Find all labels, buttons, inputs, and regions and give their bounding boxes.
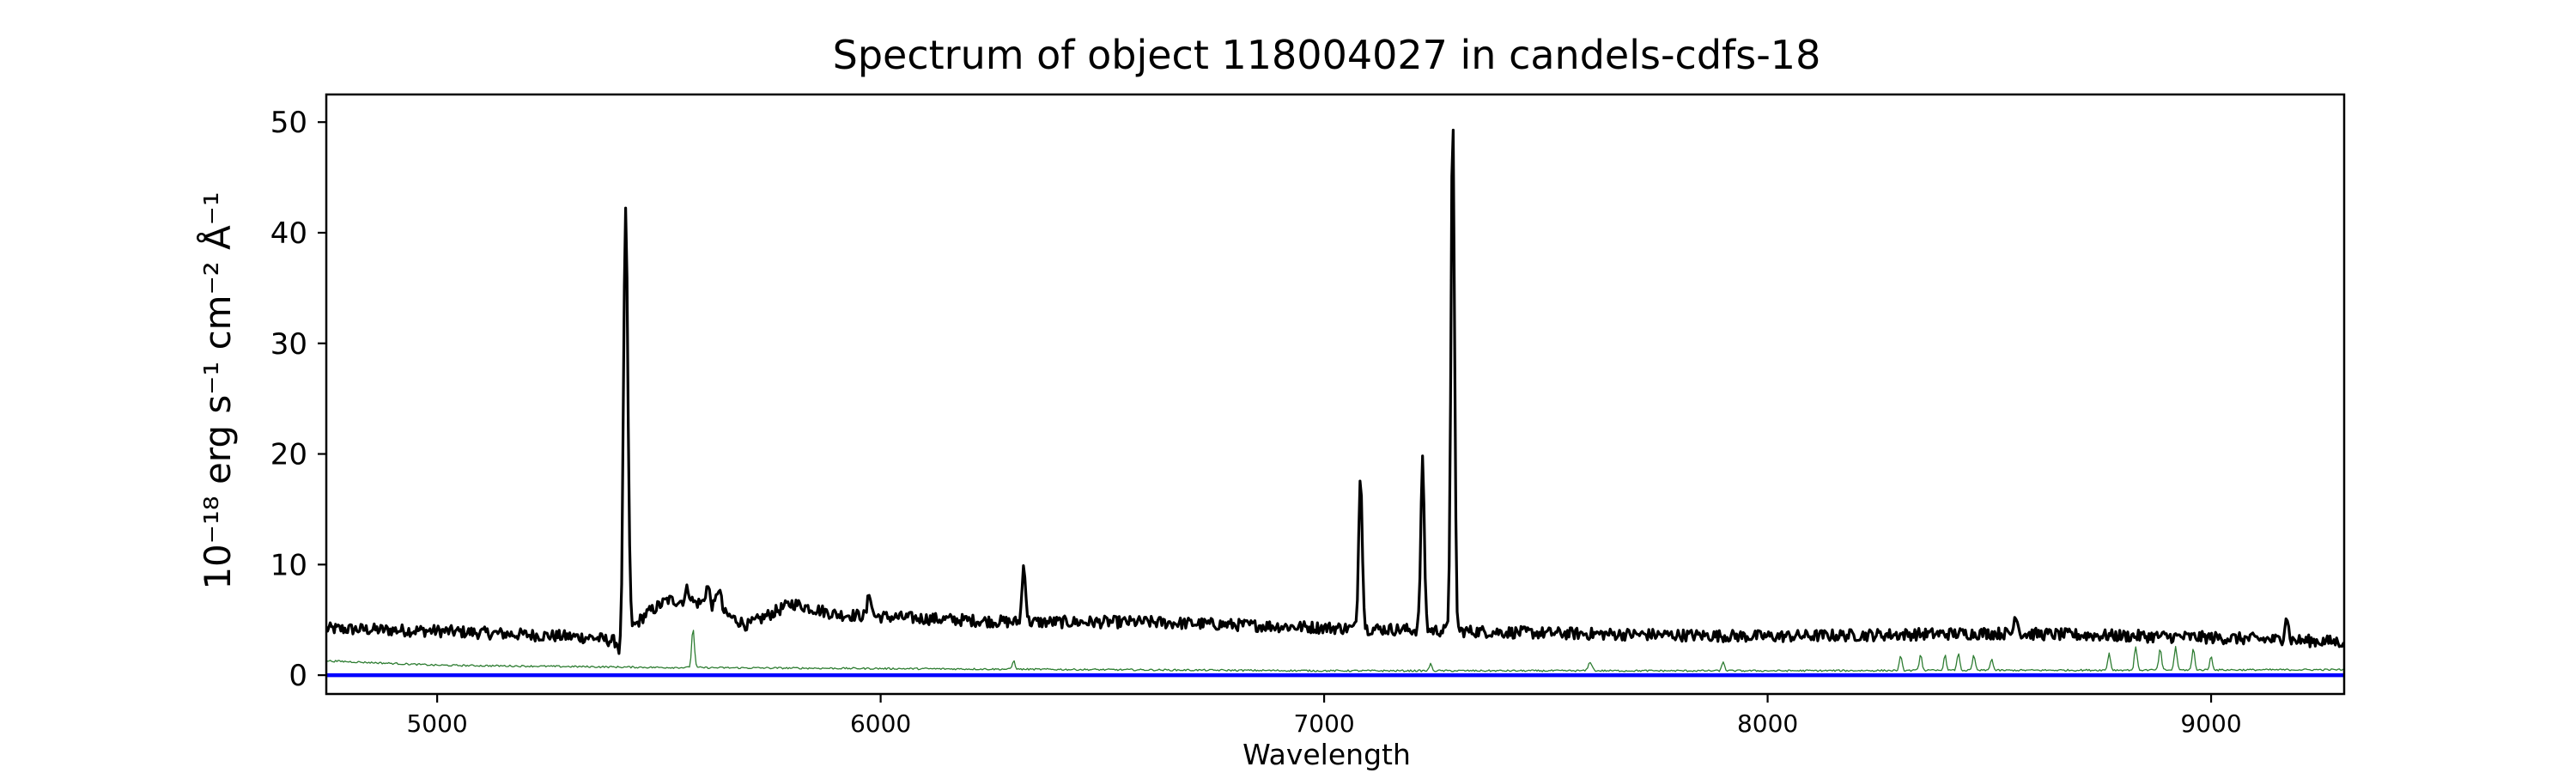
y-tick-label: 0	[289, 659, 307, 693]
plot-frame	[325, 93, 2346, 696]
error-series-line	[326, 630, 2344, 673]
x-tick-label: 8000	[1737, 709, 1798, 738]
y-tick-label: 20	[270, 438, 307, 472]
y-tick-label: 10	[270, 548, 307, 582]
y-tick-label: 40	[270, 216, 307, 251]
x-tick-label: 7000	[1293, 709, 1354, 738]
x-tick-label: 5000	[406, 709, 467, 738]
y-axis-label: 10⁻¹⁸ erg s⁻¹ cm⁻² Å⁻¹	[196, 192, 239, 589]
chart-title: Spectrum of object 118004027 in candels-…	[833, 32, 1821, 78]
series-group	[326, 128, 2344, 678]
flux-series-line	[326, 128, 2344, 655]
y-tick-label: 30	[270, 327, 307, 362]
y-tick-label: 50	[270, 106, 307, 140]
plot-area: 0 10 20 30 40 50 5000 6000 7000 8000 9000	[270, 93, 2346, 738]
x-tick-label: 6000	[850, 709, 911, 738]
x-axis-label: Wavelength	[1242, 738, 1411, 771]
x-tick-label: 9000	[2180, 709, 2241, 738]
